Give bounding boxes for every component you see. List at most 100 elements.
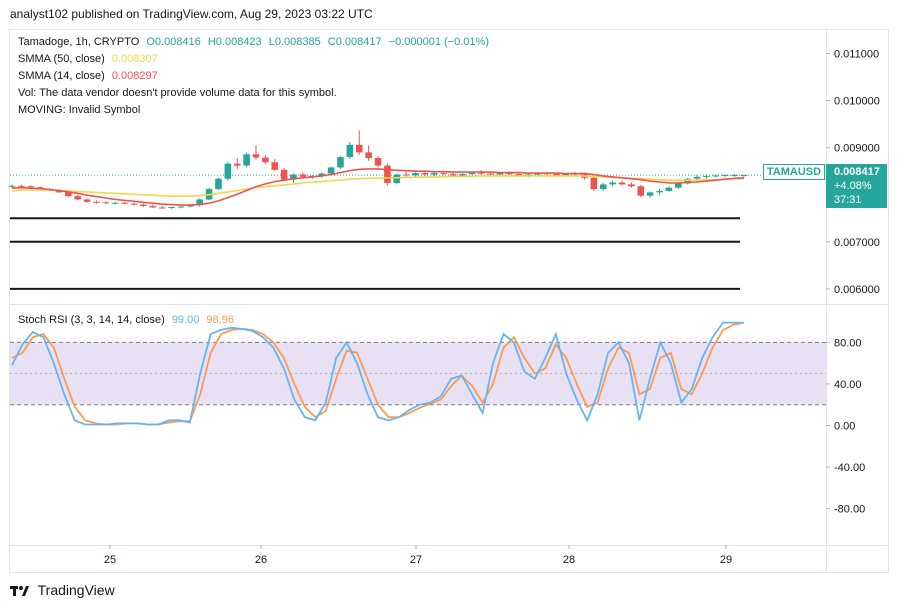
candle-body [215,178,222,190]
candle-body [224,163,232,179]
candle-body [355,144,363,153]
symbol-legend: Tamadoge, 1h, CRYPTO O0.008416 H0.008423… [18,36,493,48]
volume-legend: Vol: The data vendor doesn't provide vol… [18,87,337,99]
time-axis: 25 26 27 28 29 [104,545,732,566]
sma50-value: 0.008307 [111,53,158,65]
candle-body [8,185,16,187]
candle-body [412,173,419,176]
candle-body [233,163,241,166]
candle-body [346,144,354,158]
candle-body [65,192,72,197]
rsi-tick-label: -80.00 [834,504,865,516]
candle-body [562,173,569,176]
candle-body [675,183,682,188]
moving-averages [11,168,745,206]
candle-body [243,154,250,166]
candle-body [158,207,166,209]
candle-body [74,196,81,200]
candle-body [18,185,25,187]
candle-body [365,152,372,159]
time-tick-label: 25 [104,554,116,566]
candle-body [299,174,307,177]
price-tick-label: 0.007000 [834,237,880,249]
time-tick-label: 29 [720,554,732,566]
candle-body [731,174,738,176]
candle-body [646,192,654,196]
time-tick-label: 26 [255,554,267,566]
grid [10,30,888,573]
candle-body [252,154,260,158]
candle-body [149,206,157,208]
publisher-header: analyst102 published on TradingView.com,… [10,7,373,21]
candle-body [290,174,297,180]
sma14-legend: SMMA (14, close) 0.008297 [18,70,162,82]
candle-body [599,184,607,190]
candle-body [384,165,391,183]
stoch-k-line [11,321,744,426]
rsi-tick-label: 80.00 [834,337,862,349]
price-tag-symbol: TAMAUSD [763,164,825,180]
price-axis: 0.011000 0.010000 0.009000 0.007000 0.006000 [826,49,880,296]
price-tick-label: 0.011000 [834,49,879,61]
candle-body [421,173,429,175]
sma14-label: SMMA (14, close) [18,70,105,82]
time-tick-label: 28 [563,554,575,566]
candle-body [703,175,710,177]
rsi-tick-label: 40.00 [834,379,862,391]
candle-body [431,173,438,175]
candle-body [327,167,335,174]
candle-body [609,182,616,185]
candle-body [628,184,635,187]
candle-body [93,201,100,203]
candle-body [262,157,269,163]
high-value: H0.008423 [207,36,262,48]
tradingview-logo-icon [10,586,29,596]
candle-body [121,202,128,204]
price-tag: TAMAUSD 0.008417 +4.08% 37:31 [763,164,887,209]
change-value: −0.000001 (−0.01%) [388,36,489,48]
candle-body [656,190,663,193]
candle-body [506,173,513,175]
candle-body [712,175,720,177]
symbol-title: Tamadoge, 1h, CRYPTO [18,36,140,48]
candle-body [27,186,35,188]
candle-body [271,162,279,170]
candle-body [496,173,504,175]
candle-body [515,174,523,176]
chart-frame [9,29,889,573]
candle-body [374,158,382,166]
candle-body [402,174,410,176]
candle-body [440,173,447,175]
price-tag-countdown: 37:31 [834,194,862,206]
price-tick-label: 0.009000 [834,143,880,155]
support-lines [10,174,826,290]
stoch-rsi-lines [11,321,745,426]
candle-body [665,187,673,191]
overbought-oversold-band [10,342,826,405]
candle-body [130,203,138,205]
low-value: L0.008385 [268,36,321,48]
price-tag-values: 0.008417 +4.08% 37:31 [826,164,887,208]
sma50-label: SMMA (50, close) [18,53,105,65]
candle-body [393,174,401,183]
sma14-value: 0.008297 [111,70,158,82]
candle-body [140,204,147,207]
candle-body [459,174,466,176]
price-tag-price: 0.008417 [834,166,880,178]
moving-legend: MOVING: Invalid Symbol [18,104,141,116]
candle-body [684,178,691,184]
candle-body [196,199,203,206]
stoch-rsi-band [10,341,826,406]
footer-brand[interactable]: TradingView [10,582,115,598]
candle-body [590,177,598,190]
candle-body [280,169,288,180]
candle-body [553,174,560,176]
candle-body [177,206,185,208]
price-tick-label: 0.006000 [834,284,880,296]
close-value: C0.008417 [327,36,382,48]
price-tag-change: +4.08% [834,180,872,192]
stoch-d-value: 98.96 [206,314,234,326]
candle-body [487,173,494,175]
candle-body [102,202,110,204]
